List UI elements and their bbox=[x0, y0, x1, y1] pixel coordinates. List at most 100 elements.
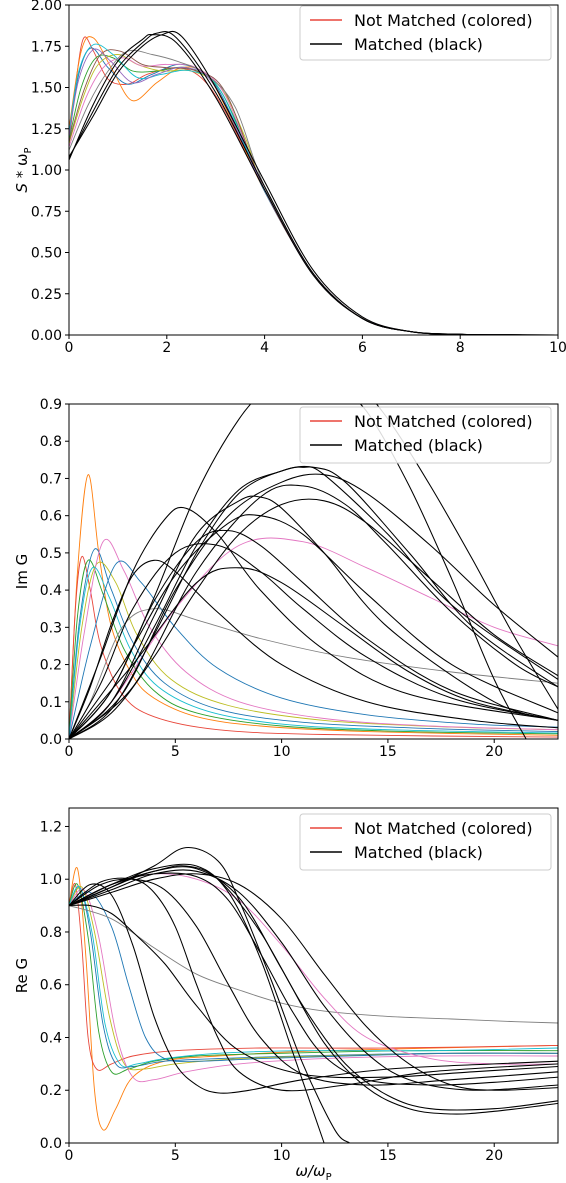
legend-box bbox=[299, 5, 552, 61]
ticks-layer: 0 2 4 6 8 10 0.00 0.25 0.50 0.75 1.00 1.25 1.50 1.75 2… bbox=[31, 0, 566, 356]
series-line-12 bbox=[69, 48, 558, 335]
spectrum-panel: 0 2 4 6 8 10 0.00 0.25 0.50 0.75 1.00 1.25 1.50 1.75 2… bbox=[13, 0, 566, 356]
y-tick-label: 0.75 bbox=[31, 204, 62, 220]
series-line-8 bbox=[69, 57, 558, 335]
y-tick-label: 0.4 bbox=[40, 1030, 62, 1046]
y-tick-label: 0.3 bbox=[40, 620, 62, 636]
series-layer bbox=[69, 404, 558, 739]
series-line-9 bbox=[69, 43, 558, 335]
y-tick-label: 0.5 bbox=[40, 546, 62, 562]
x-tick-label: 8 bbox=[456, 340, 465, 356]
series-line-8 bbox=[69, 608, 558, 739]
y-tick-label: 0.6 bbox=[40, 978, 62, 994]
series-line-2 bbox=[69, 548, 558, 739]
series-line-11 bbox=[69, 506, 558, 739]
y-tick-label: 0.50 bbox=[31, 246, 62, 262]
legend-label-matched: Matched (black) bbox=[354, 843, 483, 862]
x-tick-label: 4 bbox=[260, 340, 269, 356]
y-tick-label: 0.4 bbox=[40, 583, 62, 599]
series-line-11 bbox=[69, 49, 558, 335]
x-tick-label: 15 bbox=[379, 1148, 397, 1164]
legend-label-not-matched: Not Matched (colored) bbox=[354, 819, 533, 838]
x-tick-label: 10 bbox=[549, 340, 566, 356]
series-line-6 bbox=[69, 566, 558, 739]
x-tick-label: 6 bbox=[358, 340, 367, 356]
x-tick-label: 20 bbox=[485, 1148, 503, 1164]
series-line-2 bbox=[69, 30, 558, 335]
x-tick-label: 15 bbox=[379, 744, 397, 760]
series-line-0 bbox=[69, 867, 558, 1131]
series-line-10 bbox=[69, 49, 558, 335]
legend-label-matched: Matched (black) bbox=[354, 436, 483, 455]
series-line-17 bbox=[69, 498, 558, 739]
series-line-9 bbox=[69, 537, 558, 739]
series-line-5 bbox=[69, 47, 558, 335]
y-tick-label: 1.2 bbox=[40, 819, 62, 835]
series-line-8 bbox=[69, 905, 558, 1024]
y-axis-label: Im G bbox=[13, 554, 31, 589]
series-line-13 bbox=[69, 466, 558, 739]
x-tick-label: 20 bbox=[485, 744, 503, 760]
legend-label-matched: Matched (black) bbox=[354, 35, 483, 54]
series-line-24 bbox=[69, 514, 558, 739]
series-line-18 bbox=[69, 529, 558, 739]
series-line-13 bbox=[69, 865, 558, 1111]
series-line-5 bbox=[69, 538, 558, 739]
series-layer bbox=[69, 847, 558, 1143]
x-tick-label: 5 bbox=[171, 1148, 180, 1164]
y-tick-label: 0.7 bbox=[40, 471, 62, 487]
series-line-19 bbox=[69, 484, 558, 739]
series-line-7 bbox=[69, 560, 558, 739]
y-tick-label: 0.9 bbox=[40, 397, 62, 413]
y-tick-label: 1.0 bbox=[40, 872, 62, 888]
x-tick-label: 0 bbox=[65, 744, 74, 760]
legend-box bbox=[299, 406, 552, 464]
y-axis-label: Re G bbox=[13, 958, 31, 993]
y-tick-label: 0.2 bbox=[40, 1083, 62, 1099]
series-line-2 bbox=[69, 886, 558, 1069]
y-tick-label: 1.25 bbox=[31, 122, 62, 138]
x-axis-label: ω/ωP bbox=[295, 1162, 331, 1183]
series-layer bbox=[69, 30, 558, 335]
im-g-panel: 0 5 10 15 20 0.0 0.1 0.2 0.3 0.4 0.5 0.6 0.7 0.8 0.9 I… bbox=[13, 397, 559, 760]
y-tick-label: 1.50 bbox=[31, 81, 62, 97]
plot-frame bbox=[68, 403, 559, 740]
y-tick-label: 0.8 bbox=[40, 434, 62, 450]
x-tick-label: 5 bbox=[171, 744, 180, 760]
y-tick-label: 0.25 bbox=[31, 287, 62, 303]
x-tick-label: 10 bbox=[273, 1148, 291, 1164]
y-tick-label: 0.0 bbox=[40, 732, 62, 748]
series-line-15 bbox=[69, 495, 558, 739]
ticks-layer: 0 5 10 15 20 0.0 0.2 0.4 0.6 0.8 1.0 1.2 bbox=[40, 819, 503, 1164]
series-line-3 bbox=[69, 36, 558, 335]
y-tick-label: 0.0 bbox=[40, 1136, 62, 1152]
plot-frame bbox=[68, 807, 559, 1144]
y-axis-label: S * ωP bbox=[13, 147, 34, 192]
series-line-15 bbox=[69, 863, 325, 1143]
legend: Not Matched (colored) Matched (black) bbox=[299, 406, 552, 464]
y-tick-label: 0.1 bbox=[40, 695, 62, 711]
series-line-14 bbox=[69, 847, 350, 1143]
y-tick-label: 0.8 bbox=[40, 925, 62, 941]
legend: Not Matched (colored) Matched (black) bbox=[299, 5, 552, 61]
y-tick-label: 1.00 bbox=[31, 163, 62, 179]
series-line-23 bbox=[69, 567, 558, 739]
series-line-1 bbox=[69, 882, 558, 1071]
legend: Not Matched (colored) Matched (black) bbox=[299, 813, 552, 871]
x-tick-label: 10 bbox=[273, 744, 291, 760]
ticks-layer: 0 5 10 15 20 0.0 0.1 0.2 0.3 0.4 0.5 0.6 0.7 0.8 0.9 bbox=[40, 397, 503, 760]
y-tick-label: 0.6 bbox=[40, 509, 62, 525]
series-line-12 bbox=[69, 465, 558, 739]
legend-label-not-matched: Not Matched (colored) bbox=[354, 11, 533, 30]
x-tick-label: 0 bbox=[65, 1148, 74, 1164]
x-tick-label: 2 bbox=[162, 340, 171, 356]
series-line-9 bbox=[69, 873, 558, 1065]
series-line-20 bbox=[69, 873, 558, 1091]
series-line-3 bbox=[69, 559, 558, 739]
series-line-6 bbox=[69, 54, 558, 335]
x-tick-label: 0 bbox=[65, 340, 74, 356]
legend-box bbox=[299, 813, 552, 871]
series-line-0 bbox=[69, 474, 558, 739]
y-tick-label: 0.2 bbox=[40, 658, 62, 674]
